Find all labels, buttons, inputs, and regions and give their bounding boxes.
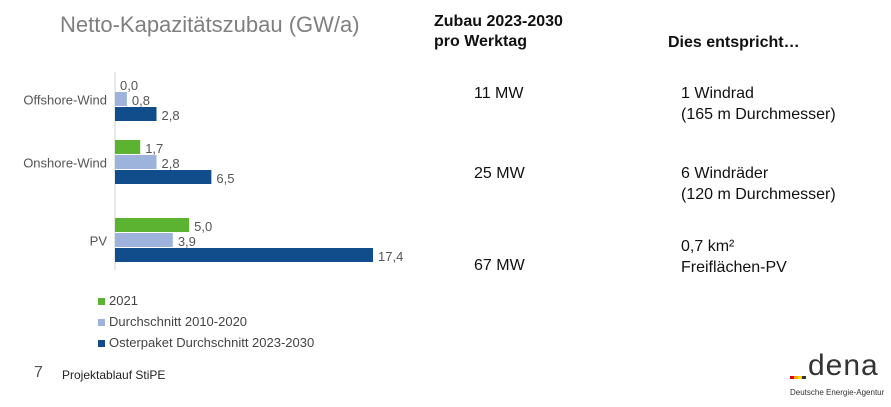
bar	[115, 92, 127, 106]
legend-label: Osterpaket Durchschnitt 2023-2030	[109, 335, 315, 350]
header-line: Zubau 2023-2030	[434, 13, 563, 30]
equivalent-line: (120 m Durchmesser)	[681, 186, 836, 203]
data-label: 3,9	[178, 234, 196, 249]
category-label: Onshore-Wind	[23, 156, 107, 171]
bar-chart: Offshore-Wind0,00,82,8Onshore-Wind1,72,8…	[23, 72, 403, 270]
legend-swatch	[98, 340, 105, 348]
data-label: 17,4	[378, 249, 403, 264]
legend-label: Durchschnitt 2010-2020	[109, 314, 248, 329]
footer-text: Projektablauf StiPE	[62, 368, 166, 382]
zubau-onshore: 25 MW	[474, 165, 525, 182]
logo-word: dena	[808, 349, 879, 382]
equivalent-onshore: 6 Windräder (120 m Durchmesser)	[681, 163, 836, 205]
legend-label: 2021	[109, 293, 138, 308]
legend-swatch	[98, 298, 105, 306]
data-label: 1,7	[145, 141, 163, 156]
legend-entry-2021: 2021	[98, 293, 138, 308]
data-label: 0,8	[132, 93, 150, 108]
logo-bar-dark	[802, 376, 806, 379]
equivalent-line: 1 Windrad	[681, 85, 754, 102]
bar	[115, 107, 157, 121]
legend-swatch	[98, 319, 105, 327]
bar	[115, 218, 190, 232]
data-label: 6,5	[216, 171, 234, 186]
bar	[115, 155, 157, 169]
equivalent-line: Freiflächen-PV	[681, 259, 787, 276]
logo-bar-yellow	[798, 376, 802, 379]
header-line: pro Werktag	[434, 33, 528, 50]
legend-entry-durchschnitt: Durchschnitt 2010-2020	[98, 314, 247, 329]
bar	[115, 170, 212, 184]
equivalent-line: 6 Windräder	[681, 165, 769, 182]
category-label: Offshore-Wind	[23, 93, 107, 108]
dena-logo-mark	[790, 376, 806, 379]
logo-subtitle: Deutsche Energie-Agentur	[790, 388, 885, 397]
bar	[115, 233, 173, 247]
logo-bar-orange	[794, 376, 798, 379]
bar	[115, 248, 373, 262]
data-label: 5,0	[194, 219, 212, 234]
category-label: PV	[90, 234, 108, 249]
data-label: 2,8	[162, 108, 180, 123]
bar	[115, 140, 141, 154]
equivalent-offshore: 1 Windrad (165 m Durchmesser)	[681, 83, 836, 125]
data-label: 0,0	[120, 78, 138, 93]
column-header-entspricht: Dies entspricht…	[668, 34, 800, 51]
data-label: 2,8	[162, 156, 180, 171]
equivalent-pv: 0,7 km² Freiflächen-PV	[681, 236, 787, 278]
equivalent-line: (165 m Durchmesser)	[681, 106, 836, 123]
column-header-zubau: Zubau 2023-2030 pro Werktag	[434, 12, 563, 52]
logo-bar-red	[790, 376, 794, 379]
chart-title: Netto-Kapazitätszubau (GW/a)	[60, 12, 360, 37]
zubau-offshore: 11 MW	[474, 85, 524, 102]
equivalent-line: 0,7 km²	[681, 238, 735, 255]
page-number: 7	[34, 364, 43, 381]
legend-entry-osterpaket: Osterpaket Durchschnitt 2023-2030	[98, 335, 314, 350]
zubau-pv: 67 MW	[474, 257, 525, 274]
